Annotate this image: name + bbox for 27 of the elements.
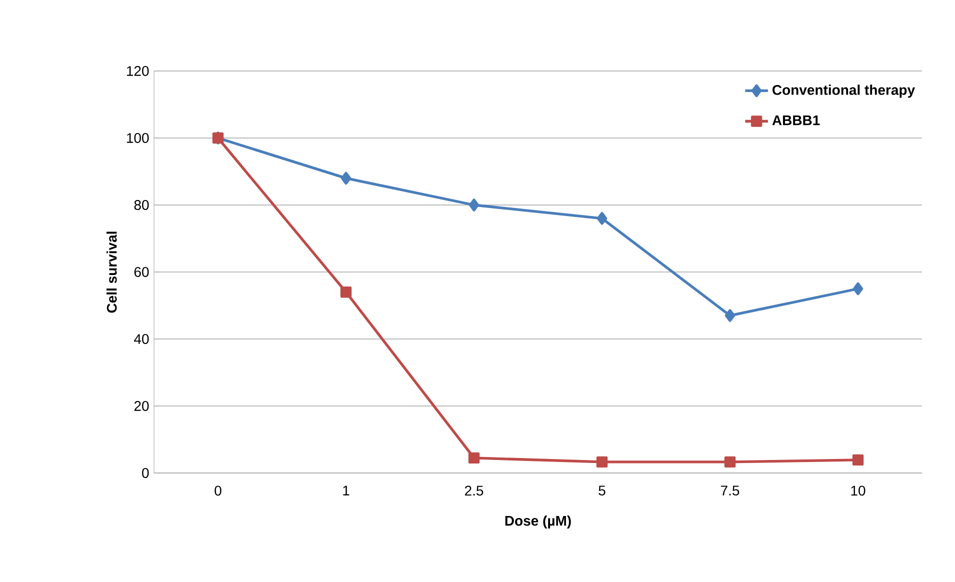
x-tick-label: 0 — [214, 486, 222, 496]
y-tick-label: 100 — [127, 133, 149, 143]
legend-label: Conventional therapy — [772, 84, 915, 98]
point — [340, 286, 352, 298]
point — [724, 456, 736, 468]
point — [596, 212, 608, 225]
x-tick-label: 1 — [343, 486, 350, 496]
y-tick-label: 20 — [134, 401, 149, 411]
point — [468, 452, 480, 464]
point — [852, 282, 864, 296]
x-tick-label: 10 — [851, 486, 866, 496]
point — [468, 198, 480, 212]
y-axis-title: Cell survival — [106, 232, 117, 313]
point — [724, 309, 736, 322]
y-tick-label: 120 — [127, 66, 149, 76]
y-tick-label: 0 — [142, 468, 149, 478]
legend-label: ABBB1 — [772, 115, 820, 126]
y-tick-label: 40 — [134, 334, 149, 344]
x-axis-title: Dose (µM) — [505, 515, 571, 528]
x-tick-label: 7.5 — [720, 486, 740, 496]
point — [596, 456, 608, 468]
y-tick-label: 60 — [134, 267, 149, 277]
point — [852, 454, 864, 466]
x-tick-label: 2.5 — [464, 486, 484, 496]
x-tick-label: 5 — [598, 486, 606, 496]
y-tick-label: 80 — [134, 200, 149, 210]
point — [340, 172, 352, 185]
